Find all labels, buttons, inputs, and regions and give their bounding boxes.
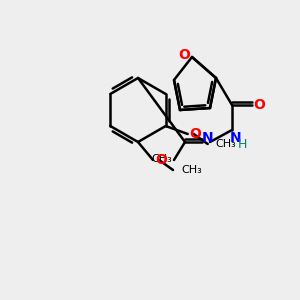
Text: CH₃: CH₃ bbox=[151, 154, 172, 164]
Text: O: O bbox=[190, 127, 202, 141]
Text: O: O bbox=[178, 48, 190, 62]
Text: N: N bbox=[202, 131, 214, 145]
Text: CH₃: CH₃ bbox=[216, 139, 236, 149]
Text: H: H bbox=[237, 137, 247, 151]
Text: O: O bbox=[155, 153, 167, 167]
Text: O: O bbox=[253, 98, 265, 112]
Text: N: N bbox=[230, 131, 242, 145]
Text: CH₃: CH₃ bbox=[181, 165, 202, 175]
